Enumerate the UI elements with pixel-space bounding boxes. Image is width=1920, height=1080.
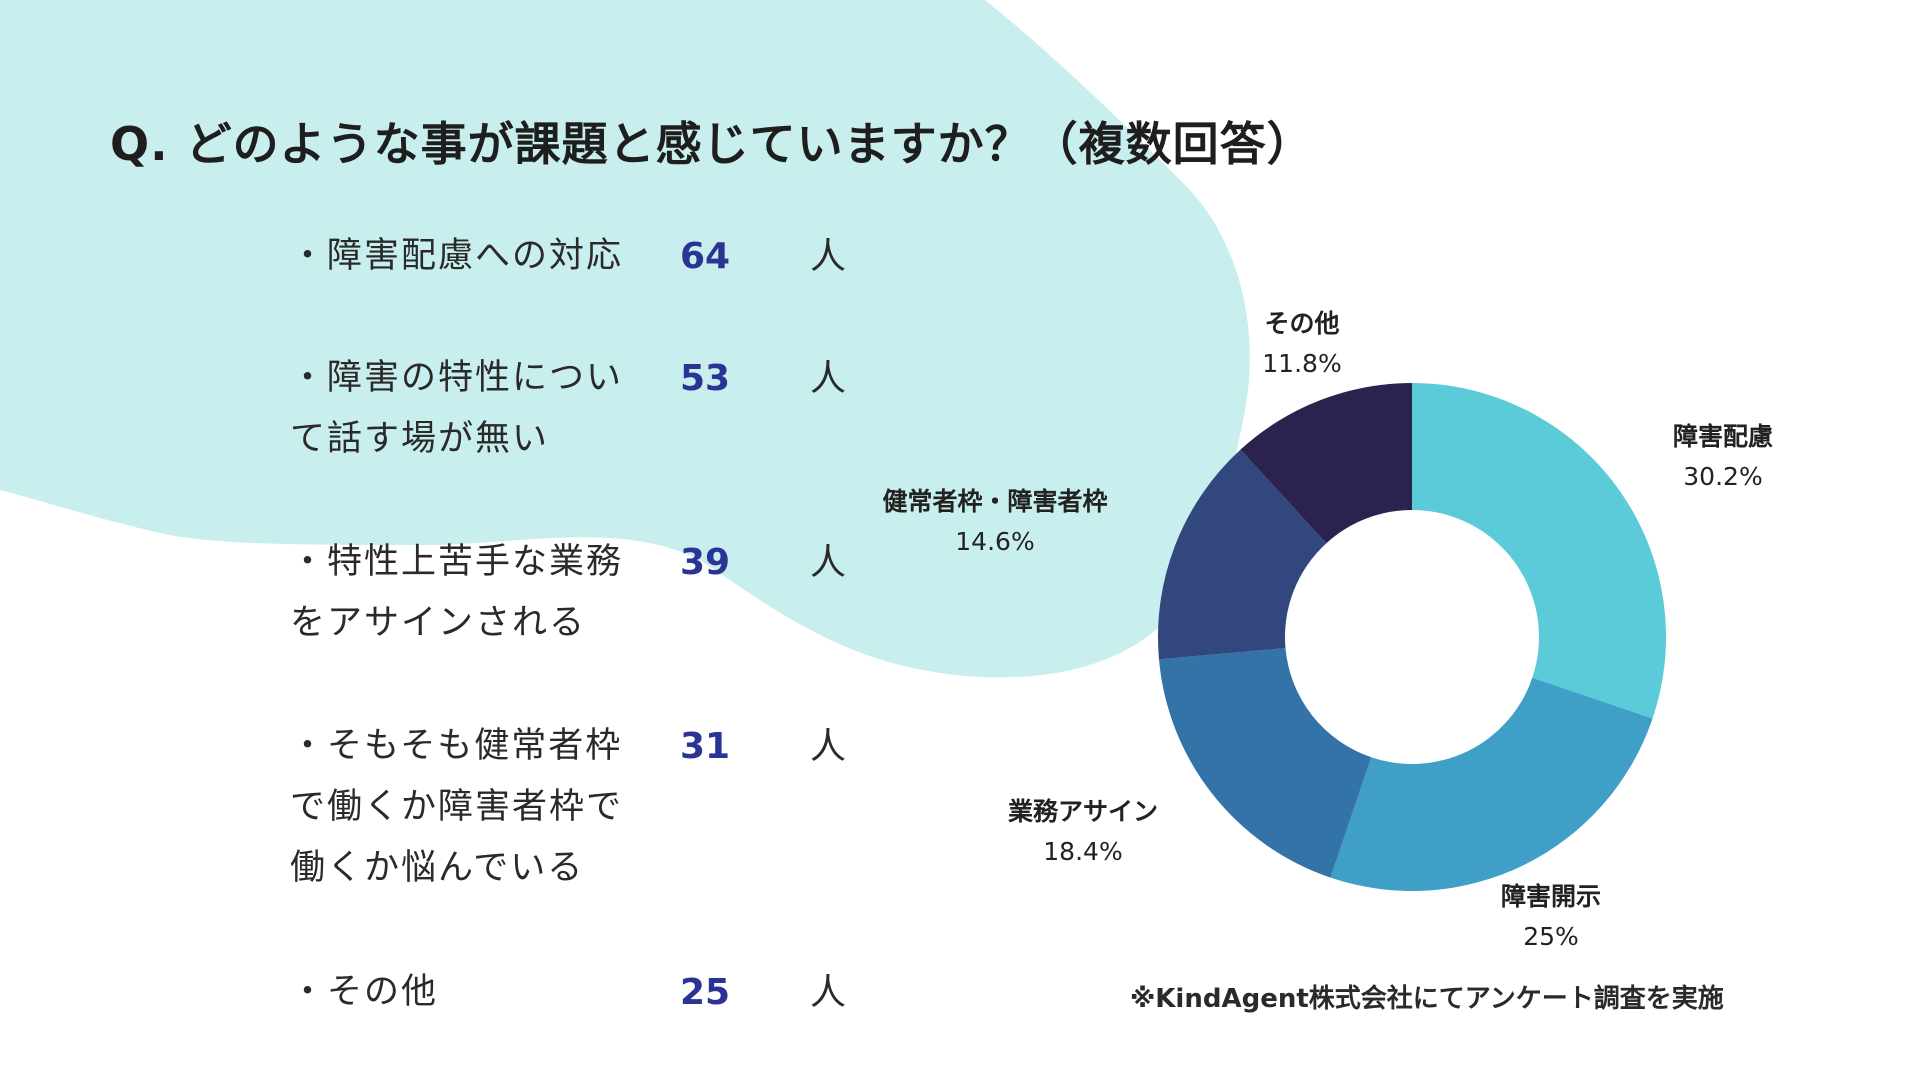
item-unit: 人 (810, 236, 847, 277)
slice-percent-label: 14.6% (955, 527, 1034, 556)
slice-name-label: 業務アサイン (1008, 797, 1158, 826)
slice-name-label: 健常者枠・障害者枠 (882, 487, 1107, 516)
item-count: 39 (680, 542, 731, 583)
slice-percent-label: 25% (1523, 922, 1579, 951)
item-label: ・障害配慮への対応 (290, 236, 624, 276)
item-unit: 人 (810, 972, 847, 1013)
item-unit: 人 (810, 542, 847, 583)
donut-slice (1330, 677, 1653, 891)
slice-name-label: 障害開示 (1501, 882, 1601, 911)
donut-slice (1412, 383, 1666, 719)
item-unit: 人 (810, 726, 847, 767)
item-count: 25 (680, 972, 731, 1013)
item-count: 31 (680, 726, 731, 767)
item-count: 64 (680, 236, 731, 277)
item-label: ・特性上苦手な業務をアサインされる (290, 542, 624, 643)
slice-percent-label: 30.2% (1683, 462, 1762, 491)
item-label: ・その他 (290, 972, 439, 1012)
page-title: Q. どのような事が課題と感じていますか？（複数回答） (110, 117, 1314, 171)
item-label: ・障害の特性について話す場が無い (290, 358, 624, 459)
donut-slice (1158, 449, 1327, 660)
donut-slice (1158, 648, 1372, 878)
donut-slice (1240, 383, 1412, 544)
item-count: 53 (680, 358, 731, 399)
slice-percent-label: 18.4% (1043, 837, 1122, 866)
slice-percent-label: 11.8% (1262, 349, 1341, 378)
item-label: ・そもそも健常者枠で働くか障害者枠で働くか悩んでいる (290, 726, 624, 888)
footnote: ※KindAgent株式会社にてアンケート調査を実施 (1130, 984, 1724, 1014)
item-unit: 人 (810, 358, 847, 399)
slice-name-label: 障害配慮 (1673, 422, 1773, 451)
slice-name-label: その他 (1264, 309, 1339, 338)
